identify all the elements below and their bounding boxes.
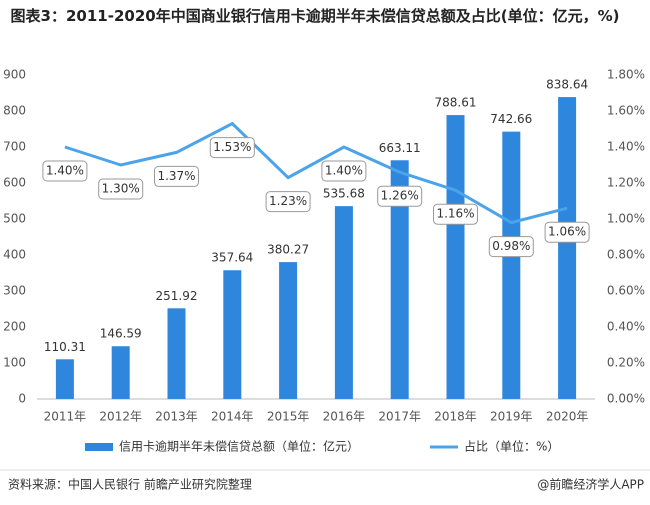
x-tick-label: 2013年 — [155, 410, 198, 424]
value-label-box — [98, 178, 144, 200]
legend-label: 信用卡逾期半年未偿信贷总额（单位：亿元） — [119, 439, 359, 454]
bar-value-label: 110.31 — [44, 340, 86, 354]
y-tick-label: 800 — [3, 104, 26, 118]
x-tick-label: 2016年 — [323, 410, 366, 424]
credit: @前瞻经济学人APP — [537, 477, 644, 492]
bar — [167, 308, 186, 399]
y2-tick-label: 1.00% — [607, 212, 645, 226]
bar-value-label: 742.66 — [490, 112, 532, 126]
line-value-label: 1.53% — [213, 140, 251, 154]
x-tick-label: 2017年 — [378, 410, 421, 424]
y2-tick-label: 0.00% — [607, 392, 645, 406]
y-tick-label: 400 — [3, 248, 26, 262]
y-tick-label: 100 — [3, 356, 26, 370]
y-tick-label: 200 — [3, 320, 26, 334]
bar-value-label: 380.27 — [267, 243, 309, 257]
bar-value-label: 788.61 — [435, 96, 477, 110]
bar — [558, 97, 577, 399]
line-value-label: 1.23% — [269, 194, 307, 208]
bar — [111, 346, 130, 399]
y2-tick-label: 0.40% — [607, 320, 645, 334]
value-label-box — [377, 185, 423, 207]
value-label-box — [209, 137, 255, 159]
line-value-label: 1.37% — [157, 169, 195, 183]
bar-value-label: 146.59 — [100, 327, 142, 341]
y2-tick-label: 1.20% — [607, 176, 645, 190]
bar — [334, 206, 353, 399]
bar-value-label: 251.92 — [156, 289, 198, 303]
y2-tick-label: 0.80% — [607, 248, 645, 262]
y-tick-label: 0 — [18, 392, 26, 406]
bar — [390, 160, 409, 399]
y2-tick-label: 0.60% — [607, 284, 645, 298]
line-value-label: 0.98% — [492, 239, 530, 253]
bar-value-label: 535.68 — [323, 187, 365, 201]
value-label-box — [265, 191, 311, 213]
y2-tick-label: 1.60% — [607, 104, 645, 118]
y-tick-label: 600 — [3, 176, 26, 190]
y2-tick-label: 1.40% — [607, 140, 645, 154]
line-value-label: 1.26% — [381, 189, 419, 203]
x-tick-label: 2019年 — [490, 410, 533, 424]
x-tick-label: 2012年 — [99, 410, 142, 424]
x-tick-label: 2011年 — [44, 410, 87, 424]
value-label-box — [544, 221, 590, 243]
bar — [279, 262, 298, 399]
x-tick-label: 2020年 — [546, 410, 589, 424]
source: 资料来源：中国人民银行 前瞻产业研究院整理 — [8, 477, 252, 492]
y2-tick-label: 1.80% — [607, 68, 645, 82]
value-label-box — [433, 203, 478, 225]
bar — [446, 115, 465, 399]
line-value-label: 1.30% — [102, 182, 140, 196]
y-tick-label: 300 — [3, 284, 26, 298]
line-value-label: 1.40% — [325, 164, 363, 178]
x-tick-label: 2014年 — [211, 410, 254, 424]
line — [64, 121, 568, 225]
line-value-label: 1.40% — [46, 164, 84, 178]
value-label-box — [154, 165, 199, 187]
value-label-box — [488, 236, 534, 258]
y2-tick-label: 0.20% — [607, 356, 645, 370]
y-tick-label: 500 — [3, 212, 26, 226]
y-tick-label: 700 — [3, 140, 26, 154]
bar — [502, 131, 521, 399]
bar-value-label: 663.11 — [379, 141, 421, 155]
value-label-box — [321, 160, 367, 182]
bar-value-label: 357.64 — [211, 251, 253, 265]
line-value-label: 1.16% — [436, 207, 474, 221]
bar — [223, 270, 242, 399]
chart-title: 图表3：2011-2020年中国商业银行信用卡逾期半年未偿信贷总额及占比(单位：… — [10, 7, 620, 25]
x-tick-label: 2015年 — [267, 410, 310, 424]
y-tick-label: 900 — [3, 68, 26, 82]
bar — [55, 359, 74, 399]
legend-swatch — [85, 443, 113, 451]
line-value-label: 1.06% — [548, 225, 586, 239]
x-tick-label: 2018年 — [434, 410, 477, 424]
bar-value-label: 838.64 — [546, 78, 588, 92]
legend-label: 占比（单位：%） — [464, 439, 559, 454]
value-label-box — [42, 160, 88, 182]
